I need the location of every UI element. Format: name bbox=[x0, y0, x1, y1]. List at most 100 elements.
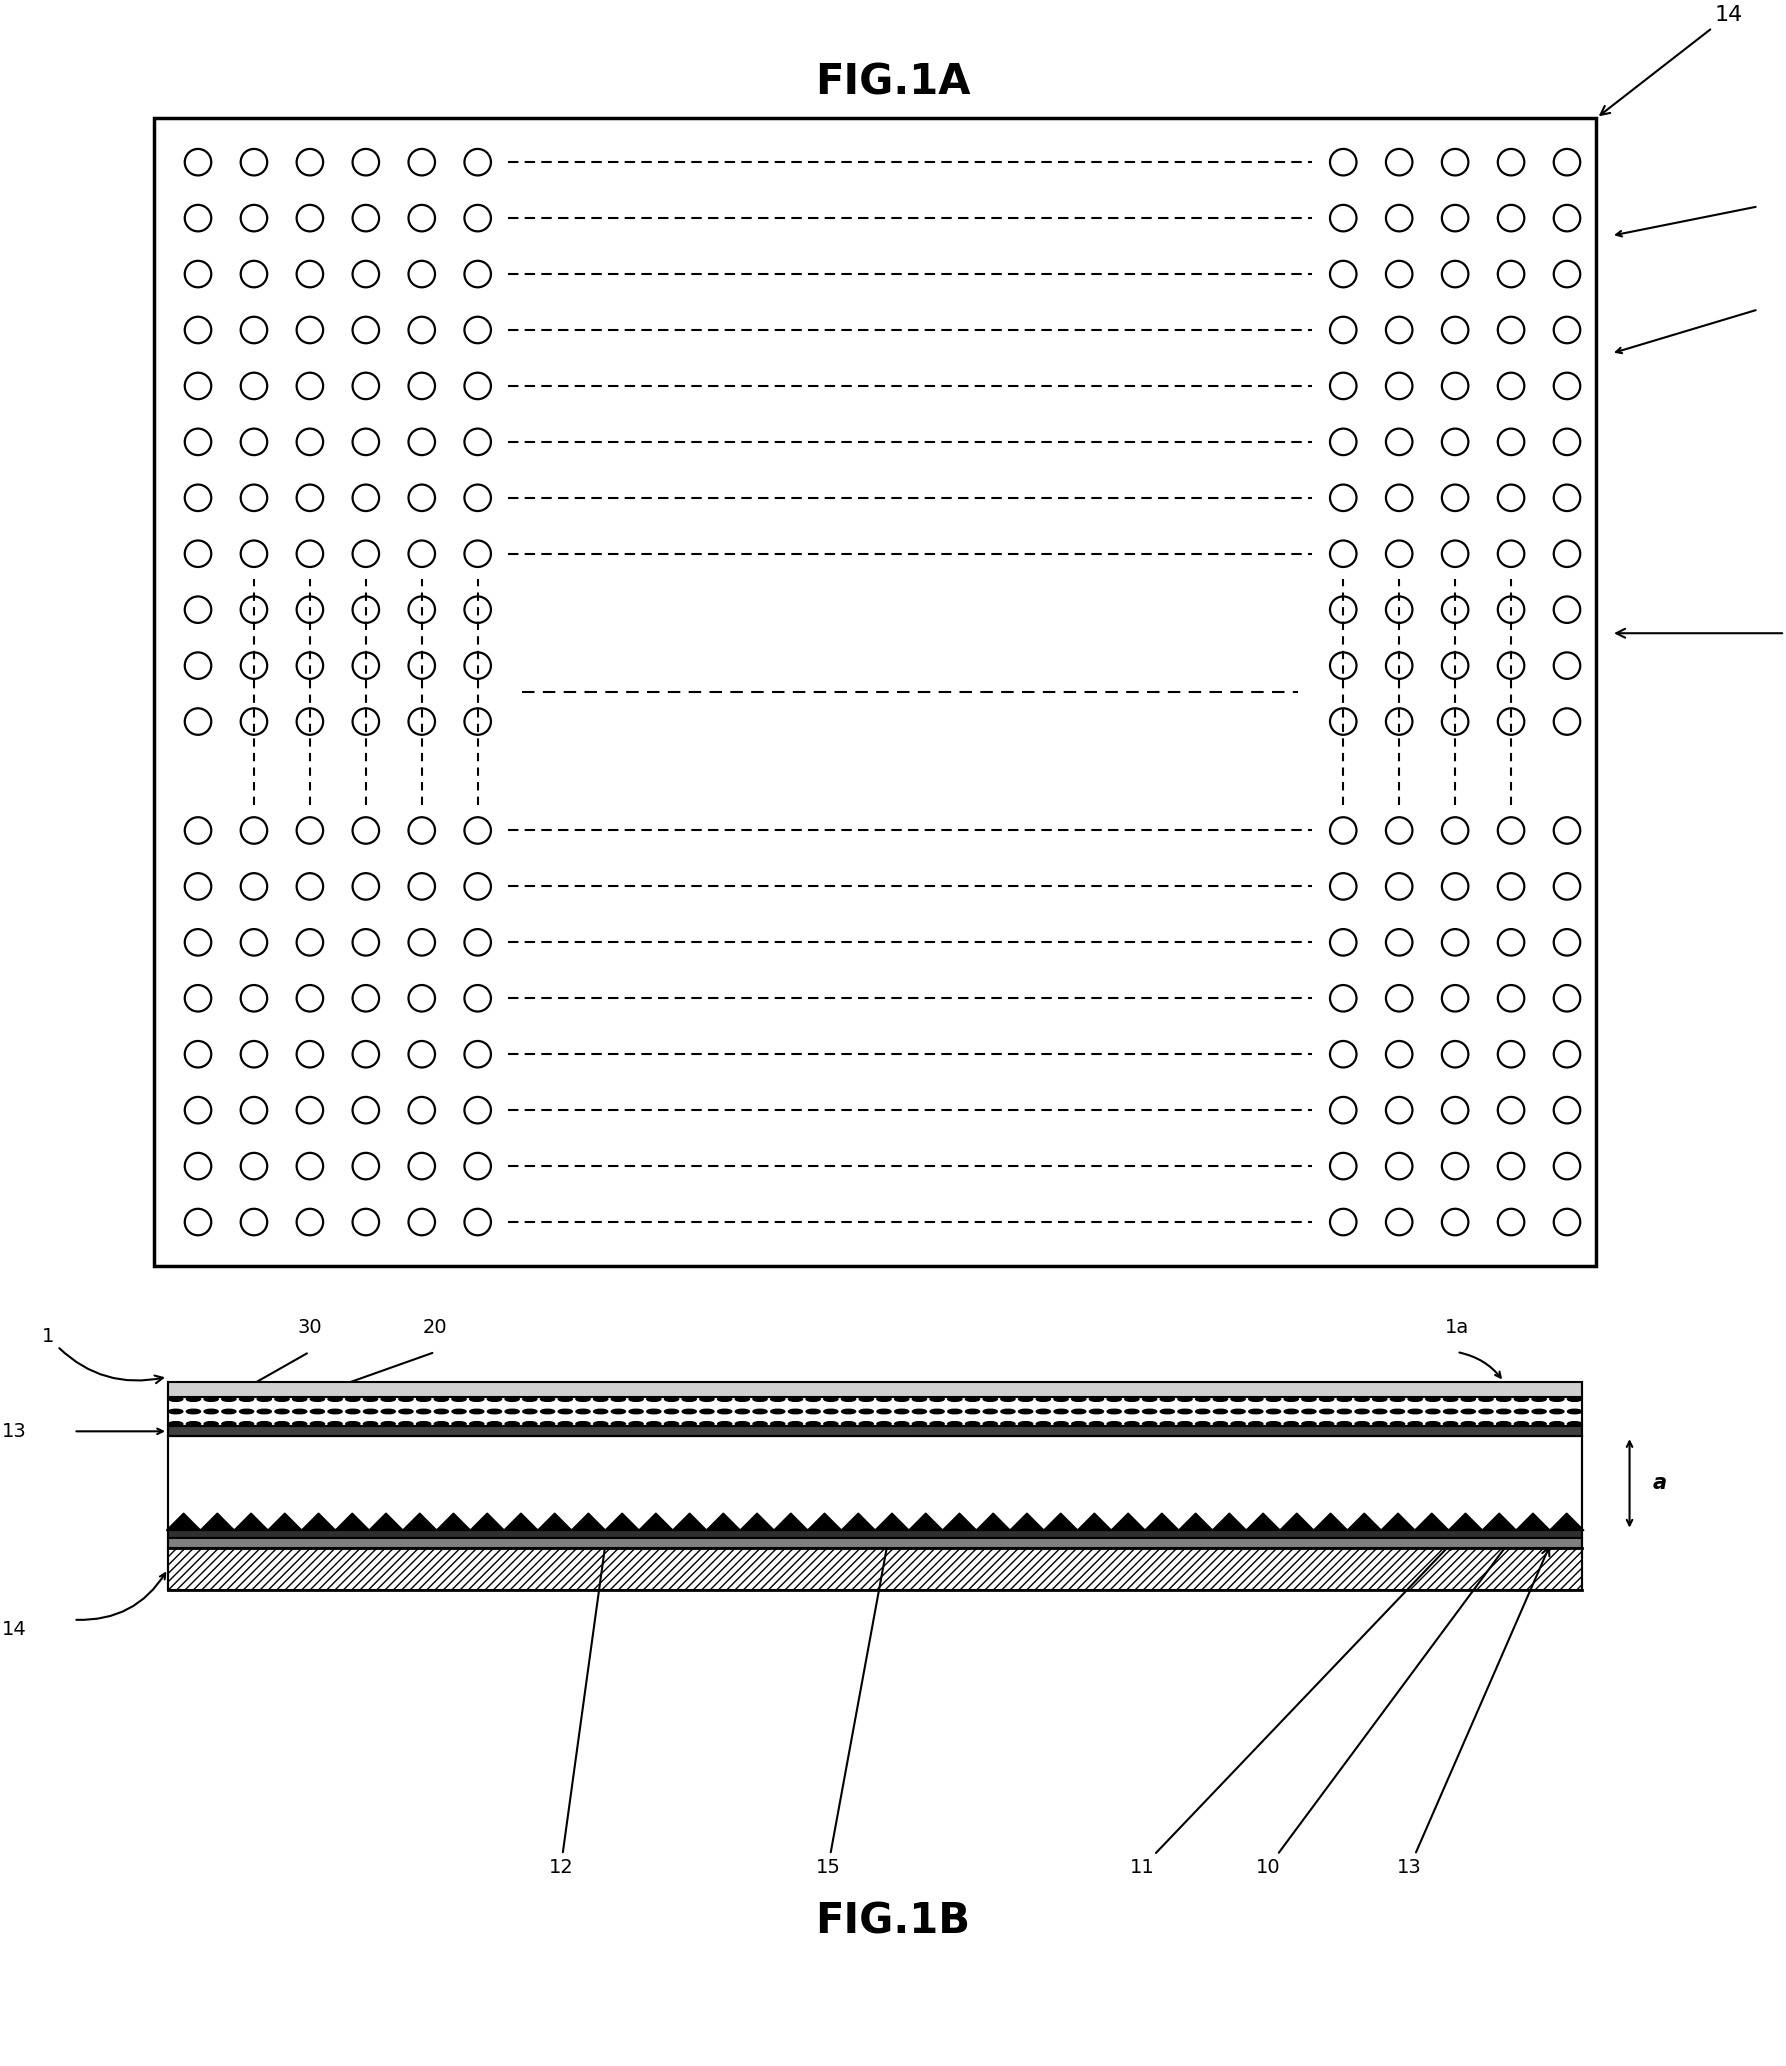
Bar bbox=[168, 1436, 1582, 1531]
Circle shape bbox=[275, 1409, 289, 1413]
Circle shape bbox=[823, 1421, 838, 1426]
Circle shape bbox=[329, 1397, 343, 1401]
Circle shape bbox=[1125, 1397, 1139, 1401]
Circle shape bbox=[505, 1397, 520, 1401]
Circle shape bbox=[1231, 1409, 1245, 1413]
Circle shape bbox=[948, 1397, 963, 1401]
Circle shape bbox=[575, 1409, 589, 1413]
Circle shape bbox=[1320, 1397, 1334, 1401]
Circle shape bbox=[1000, 1397, 1014, 1401]
Circle shape bbox=[966, 1421, 979, 1426]
Circle shape bbox=[611, 1397, 625, 1401]
Circle shape bbox=[718, 1409, 732, 1413]
Circle shape bbox=[293, 1421, 307, 1426]
Circle shape bbox=[380, 1421, 395, 1426]
Bar bbox=[168, 1537, 1582, 1547]
Circle shape bbox=[434, 1421, 448, 1426]
Polygon shape bbox=[1313, 1512, 1348, 1531]
Circle shape bbox=[1391, 1397, 1404, 1401]
Circle shape bbox=[788, 1421, 802, 1426]
Circle shape bbox=[1550, 1421, 1565, 1426]
Circle shape bbox=[1195, 1421, 1209, 1426]
Bar bbox=[168, 1382, 1582, 1397]
Bar bbox=[168, 1547, 1582, 1591]
Circle shape bbox=[913, 1397, 927, 1401]
Circle shape bbox=[841, 1397, 855, 1401]
Circle shape bbox=[221, 1409, 236, 1413]
Polygon shape bbox=[1009, 1512, 1045, 1531]
Circle shape bbox=[805, 1397, 820, 1401]
Circle shape bbox=[841, 1409, 855, 1413]
Circle shape bbox=[1266, 1421, 1281, 1426]
Circle shape bbox=[877, 1409, 891, 1413]
Circle shape bbox=[311, 1397, 325, 1401]
Circle shape bbox=[1125, 1421, 1139, 1426]
Circle shape bbox=[470, 1409, 484, 1413]
Text: 14: 14 bbox=[2, 1620, 27, 1638]
Polygon shape bbox=[1448, 1512, 1482, 1531]
Circle shape bbox=[186, 1421, 200, 1426]
Circle shape bbox=[168, 1409, 182, 1413]
Circle shape bbox=[293, 1409, 307, 1413]
Bar bbox=[168, 1531, 1582, 1537]
Circle shape bbox=[505, 1421, 520, 1426]
Polygon shape bbox=[572, 1512, 605, 1531]
Circle shape bbox=[1248, 1409, 1263, 1413]
Circle shape bbox=[575, 1421, 589, 1426]
Circle shape bbox=[1550, 1397, 1565, 1401]
Circle shape bbox=[275, 1421, 289, 1426]
Circle shape bbox=[772, 1421, 784, 1426]
Circle shape bbox=[1515, 1421, 1529, 1426]
Circle shape bbox=[1036, 1421, 1050, 1426]
Polygon shape bbox=[1279, 1512, 1314, 1531]
Circle shape bbox=[1179, 1397, 1191, 1401]
Circle shape bbox=[505, 1409, 520, 1413]
Circle shape bbox=[1179, 1409, 1191, 1413]
Polygon shape bbox=[1482, 1512, 1516, 1531]
Polygon shape bbox=[1347, 1512, 1382, 1531]
Circle shape bbox=[1338, 1409, 1352, 1413]
Circle shape bbox=[913, 1409, 927, 1413]
Circle shape bbox=[1000, 1421, 1014, 1426]
Text: 1: 1 bbox=[43, 1326, 163, 1382]
Circle shape bbox=[966, 1397, 979, 1401]
Circle shape bbox=[593, 1421, 607, 1426]
Circle shape bbox=[311, 1421, 325, 1426]
Circle shape bbox=[1461, 1409, 1475, 1413]
Circle shape bbox=[221, 1421, 236, 1426]
Circle shape bbox=[805, 1421, 820, 1426]
Circle shape bbox=[434, 1397, 448, 1401]
Circle shape bbox=[1072, 1421, 1086, 1426]
Circle shape bbox=[1497, 1421, 1511, 1426]
Circle shape bbox=[593, 1409, 607, 1413]
Polygon shape bbox=[368, 1512, 404, 1531]
Text: 11: 11 bbox=[1616, 624, 1786, 643]
Circle shape bbox=[736, 1421, 750, 1426]
Circle shape bbox=[398, 1409, 413, 1413]
Circle shape bbox=[1407, 1397, 1422, 1401]
Polygon shape bbox=[436, 1512, 472, 1531]
Circle shape bbox=[452, 1397, 466, 1401]
Circle shape bbox=[1161, 1421, 1175, 1426]
Circle shape bbox=[1107, 1421, 1122, 1426]
Polygon shape bbox=[336, 1512, 370, 1531]
Circle shape bbox=[664, 1421, 679, 1426]
Circle shape bbox=[629, 1397, 643, 1401]
Polygon shape bbox=[1415, 1512, 1448, 1531]
Circle shape bbox=[1107, 1397, 1122, 1401]
Circle shape bbox=[1425, 1421, 1440, 1426]
Polygon shape bbox=[807, 1512, 841, 1531]
Circle shape bbox=[541, 1421, 555, 1426]
Circle shape bbox=[470, 1421, 484, 1426]
Circle shape bbox=[629, 1409, 643, 1413]
Circle shape bbox=[346, 1409, 359, 1413]
Circle shape bbox=[416, 1421, 430, 1426]
Circle shape bbox=[629, 1421, 643, 1426]
Circle shape bbox=[754, 1409, 768, 1413]
Polygon shape bbox=[200, 1512, 234, 1531]
Bar bbox=[168, 1426, 1582, 1436]
Circle shape bbox=[682, 1397, 697, 1401]
Circle shape bbox=[541, 1409, 555, 1413]
Circle shape bbox=[1391, 1409, 1404, 1413]
Circle shape bbox=[859, 1409, 873, 1413]
